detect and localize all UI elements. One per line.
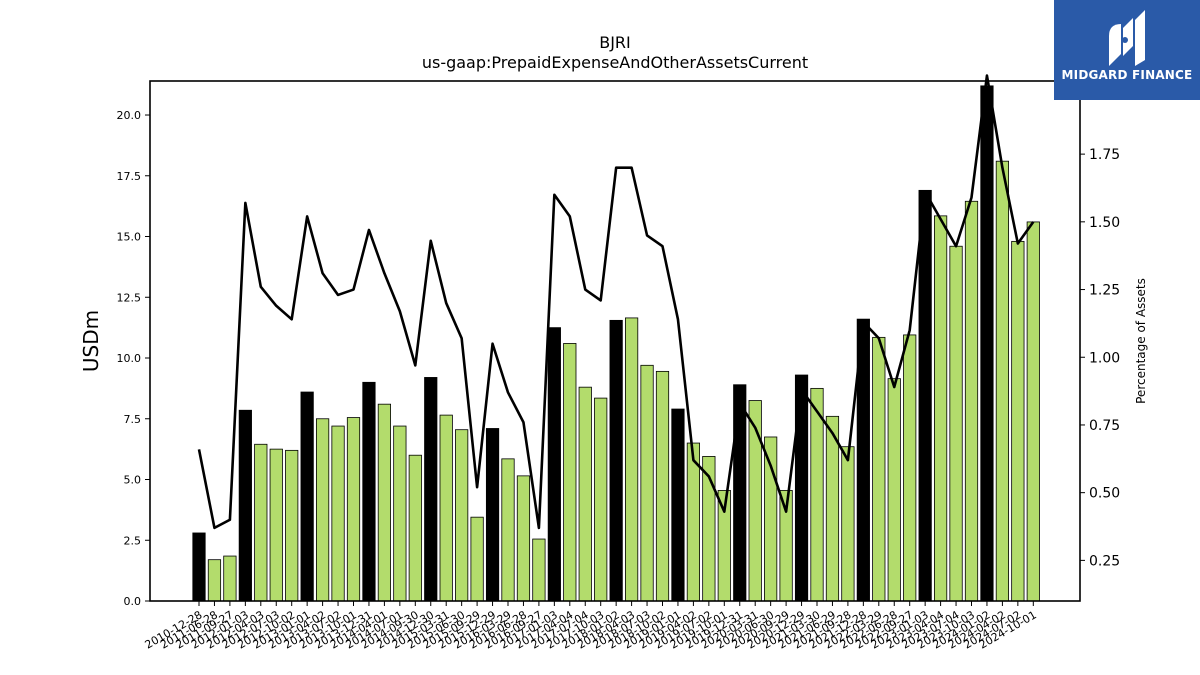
- bar: [424, 377, 438, 602]
- bar: [671, 408, 685, 602]
- y-tick-label: 0.0: [124, 595, 142, 608]
- bar: [269, 448, 283, 602]
- y-axis-ticks: 0.0 2.5 5.0 7.5 10.0 12.5 15.0 17.5 20.0: [117, 109, 150, 608]
- bar: [285, 449, 299, 602]
- bar: [300, 391, 314, 602]
- bar: [1011, 240, 1025, 602]
- y-tick-label: 7.5: [124, 413, 142, 426]
- bar: [238, 409, 252, 602]
- bar: [393, 425, 407, 602]
- bar: [331, 425, 345, 602]
- bar: [887, 378, 901, 602]
- bar: [532, 538, 546, 602]
- bar: [192, 532, 206, 602]
- line-group: [197, 74, 1035, 530]
- bar: [408, 454, 422, 602]
- y2-axis-label: Percentage of Assets: [1134, 278, 1148, 404]
- y2-tick-label: 0.75: [1089, 418, 1120, 434]
- y2-tick-label: 0.50: [1089, 486, 1120, 502]
- bar: [980, 85, 994, 602]
- bar: [794, 374, 809, 602]
- bar: [315, 418, 330, 602]
- bar: [640, 364, 654, 602]
- bar: [686, 442, 701, 602]
- bar: [346, 417, 361, 602]
- bar: [547, 327, 561, 602]
- y2-tick-label: 1.00: [1089, 350, 1120, 366]
- bar: [485, 428, 500, 602]
- plot-frame: [149, 80, 1081, 602]
- bar: [764, 436, 778, 602]
- bar: [594, 397, 608, 602]
- chart-title: BJRI: [599, 33, 631, 52]
- bar: [995, 160, 1010, 602]
- bar: [578, 386, 592, 602]
- bar: [516, 475, 531, 602]
- bar: [903, 334, 917, 602]
- y-tick-label: 10.0: [117, 352, 142, 365]
- bar: [625, 317, 639, 602]
- bar: [609, 319, 623, 602]
- bar: [455, 429, 469, 602]
- bar: [655, 370, 670, 602]
- bar: [733, 384, 747, 602]
- y2-tick-label: 1.50: [1089, 215, 1120, 231]
- bar: [964, 200, 979, 602]
- bar: [362, 381, 376, 602]
- bar: [439, 414, 453, 602]
- chart-subtitle: us-gaap:PrepaidExpenseAndOtherAssetsCurr…: [422, 53, 808, 72]
- bar: [254, 443, 268, 602]
- y2-tick-label: 1.75: [1089, 147, 1120, 163]
- bar: [825, 415, 840, 602]
- axes: [149, 80, 1081, 602]
- bar-group: [192, 85, 1040, 602]
- bar: [470, 516, 484, 602]
- midgard-m-logo-icon: [1109, 10, 1145, 66]
- percentage-line: [197, 74, 1035, 530]
- bar: [841, 446, 855, 602]
- bar: [377, 403, 392, 602]
- bar: [207, 559, 222, 602]
- y2-tick-label: 1.25: [1089, 283, 1120, 299]
- x-axis-ticks: 2010-12-282011-06-282011-09-272012-01-03…: [143, 601, 1039, 652]
- brand-logo: MIDGARD FINANCE: [1054, 0, 1200, 100]
- y-tick-label: 2.5: [124, 534, 142, 547]
- bar: [872, 336, 886, 602]
- bar: [563, 343, 577, 602]
- brand-name: MIDGARD FINANCE: [1061, 68, 1193, 82]
- bar: [918, 189, 932, 602]
- y-axis-label: USDm: [79, 310, 103, 372]
- y-tick-label: 12.5: [117, 291, 142, 304]
- y-tick-label: 15.0: [117, 231, 142, 244]
- y2-axis-ticks: 0.25 0.50 0.75 1.00 1.25 1.50 1.75: [1080, 147, 1120, 569]
- bar: [501, 458, 515, 602]
- y-tick-label: 17.5: [117, 170, 142, 183]
- bar: [949, 245, 963, 602]
- bar: [223, 555, 237, 602]
- bar: [934, 215, 948, 602]
- y-tick-label: 20.0: [117, 109, 142, 122]
- bar: [1026, 221, 1040, 602]
- y-tick-label: 5.0: [124, 474, 142, 487]
- bar: [810, 387, 824, 602]
- y2-tick-label: 0.25: [1089, 553, 1120, 569]
